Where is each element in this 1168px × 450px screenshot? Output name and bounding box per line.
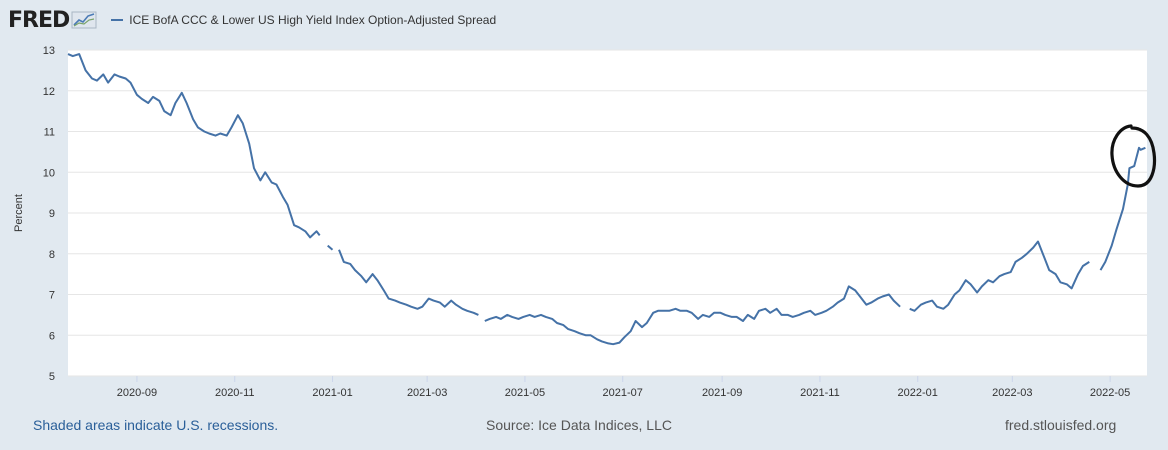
- legend-label: ICE BofA CCC & Lower US High Yield Index…: [129, 13, 497, 27]
- legend-line-swatch: [111, 19, 124, 21]
- y-tick-label: 6: [49, 330, 55, 342]
- x-axis-ticks: 2020-09 2020-11 2021-01 2021-03 2021-05 2021-…: [117, 376, 1130, 399]
- y-tick-label: 7: [49, 290, 55, 302]
- y-tick-label: 10: [43, 167, 55, 179]
- x-tick-label: 2021-11: [800, 387, 840, 399]
- y-axis-ticks: 5 6 7 8 9 10 11 12 13: [43, 45, 55, 383]
- y-tick-label: 8: [49, 249, 55, 261]
- series-line-segment[interactable]: [484, 285, 901, 346]
- x-tick-label: 2021-03: [407, 387, 447, 399]
- series-line-segment[interactable]: [909, 240, 1090, 312]
- series-line-segment[interactable]: [67, 53, 321, 239]
- y-tick-label: 5: [49, 371, 55, 383]
- y-axis-label: Percent: [13, 194, 25, 232]
- chart-legend[interactable]: ICE BofA CCC & Lower US High Yield Index…: [111, 13, 496, 27]
- site-link[interactable]: fred.stlouisfed.org: [1005, 417, 1117, 433]
- grid-lines: [68, 49, 1147, 377]
- series-line-segment[interactable]: [338, 249, 479, 316]
- line-graph-icon: [71, 11, 97, 29]
- series-line-segment[interactable]: [327, 244, 334, 251]
- x-tick-label: 2020-11: [215, 387, 255, 399]
- y-tick-label: 9: [49, 208, 55, 220]
- x-tick-label: 2022-01: [898, 387, 938, 399]
- source-text: Source: Ice Data Indices, LLC: [486, 417, 672, 433]
- x-tick-label: 2022-03: [992, 387, 1032, 399]
- hand-drawn-circle-annotation: [1110, 124, 1157, 188]
- x-tick-label: 2021-07: [603, 387, 643, 399]
- line-chart[interactable]: 5 6 7 8 9 10 11 12 13 2020-09 2020-11 2021-01 2021-…: [0, 0, 1168, 410]
- chart-header: FRED ICE BofA CCC & Lower US High Yield …: [8, 6, 496, 34]
- series-lines[interactable]: [67, 53, 1146, 346]
- x-tick-label: 2022-05: [1090, 387, 1130, 399]
- y-tick-label: 11: [44, 127, 55, 139]
- x-tick-label: 2021-09: [702, 387, 742, 399]
- x-tick-label: 2021-05: [505, 387, 545, 399]
- y-tick-label: 13: [43, 45, 55, 57]
- recession-note-link[interactable]: Shaded areas indicate U.S. recessions.: [33, 417, 279, 433]
- x-tick-label: 2021-01: [312, 387, 352, 399]
- y-tick-label: 12: [43, 86, 55, 98]
- x-tick-label: 2020-09: [117, 387, 157, 399]
- fred-logo[interactable]: FRED: [8, 7, 70, 33]
